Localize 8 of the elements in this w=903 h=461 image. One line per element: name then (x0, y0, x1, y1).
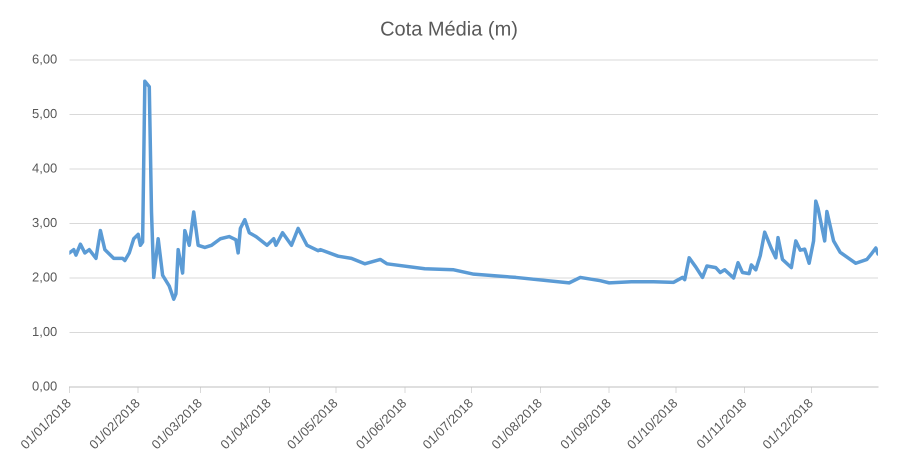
y-tick-label: 4,00 (32, 160, 58, 176)
y-tick-label: 3,00 (32, 215, 58, 230)
y-tick-label: 5,00 (32, 106, 58, 122)
y-tick-label: 2,00 (32, 270, 58, 285)
chart-title: Cota Média (m) (380, 18, 518, 41)
y-tick-label: 0,00 (32, 378, 58, 394)
y-tick-label: 6,00 (32, 52, 58, 67)
y-tick-label: 1,00 (32, 324, 58, 340)
